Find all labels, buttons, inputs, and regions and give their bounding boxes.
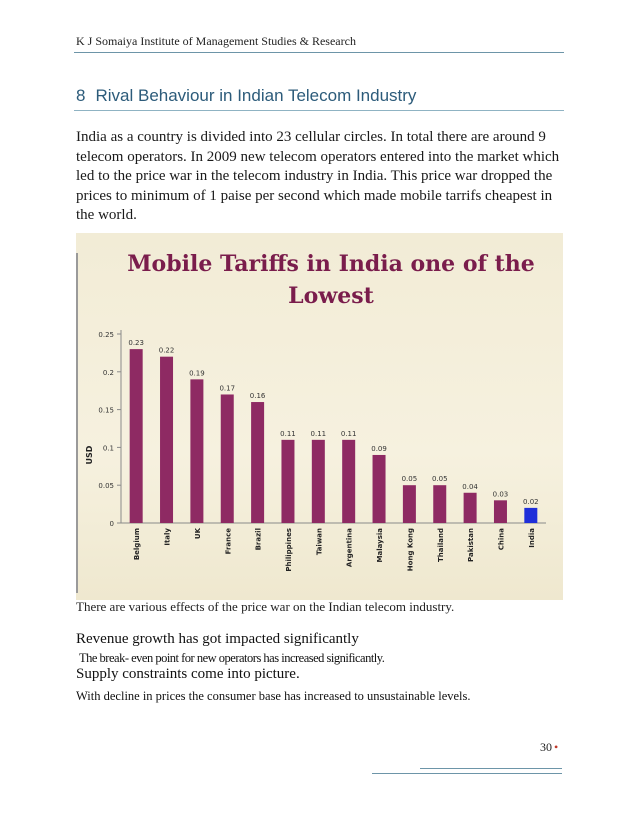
page-number: 30 • [540,740,558,755]
y-axis-label: USD [85,445,94,464]
bar-india [524,507,538,523]
x-tick-label: Brazil [255,528,263,550]
bar-value-label: 0.11 [311,430,327,438]
bar-value-label: 0.11 [280,430,296,438]
footer-rule-bottom [372,773,562,774]
chart-title: Mobile Tariffs in India one of the Lowest [127,251,535,309]
page-number-value: 30 [540,740,552,754]
y-tick-label: 0.25 [98,331,114,339]
bar-uk [190,379,204,523]
chart-title-line-1: Mobile Tariffs in India one of the [127,251,535,277]
chart-edge [76,253,78,593]
bar-taiwan [311,439,325,523]
section-divider [74,110,564,111]
bar-hong-kong [402,485,416,523]
y-tick-label: 0.05 [98,482,114,490]
bar-value-label: 0.09 [371,445,387,453]
x-tick-label: Pakistan [467,528,475,562]
bar-malaysia [372,454,386,523]
footer-rule-top [420,768,562,769]
x-tick-label: India [528,528,536,548]
caption: There are various effects of the price w… [76,599,455,614]
y-tick-label: 0.15 [98,407,114,415]
section-number: 8 [76,86,86,105]
bar-value-label: 0.05 [402,475,418,483]
chart-svg: Mobile Tariffs in India one of the Lowest… [85,251,546,572]
tariff-chart: Mobile Tariffs in India one of the Lowest… [76,233,563,600]
bar-pakistan [463,492,477,523]
x-tick-label: China [497,528,505,551]
bar-value-label: 0.11 [341,430,357,438]
bar-argentina [342,439,356,523]
intro-paragraph: India as a country is divided into 23 ce… [76,129,560,223]
x-tick-label: Italy [164,528,172,546]
x-tick-label: Thailand [437,528,445,562]
y-tick-label: 0.1 [103,444,114,452]
bar-value-label: 0.16 [250,392,266,400]
bar-value-label: 0.02 [523,498,539,506]
bar-value-label: 0.23 [128,339,144,347]
x-tick-label: UK [194,527,202,539]
x-tick-label: France [224,528,232,555]
header-divider [74,52,564,53]
bar-philippines [281,439,295,523]
x-tick-label: Malaysia [376,528,384,563]
effect-1-title: Revenue growth has got impacted signific… [76,631,359,647]
x-tick-label: Argentina [346,528,354,567]
bar-thailand [433,485,447,523]
effect-2-title: Supply constraints come into picture. [76,666,300,682]
page-header: K J Somaiya Institute of Management Stud… [76,34,356,48]
bar-value-label: 0.05 [432,475,448,483]
section-heading: 8 Rival Behaviour in Indian Telecom Indus… [76,86,416,106]
chart-title-line-2: Lowest [288,283,374,309]
x-tick-label: Belgium [133,528,141,560]
bar-value-label: 0.17 [219,384,235,392]
bar-brazil [251,402,265,523]
bar-belgium [129,349,143,523]
page-dot: • [554,740,559,754]
x-tick-label: Philippines [285,528,293,572]
bar-value-label: 0.04 [462,483,478,491]
y-tick-label: 0.2 [103,369,114,377]
effect-2-body: With decline in prices the consumer base… [76,689,471,703]
bar-value-label: 0.19 [189,369,205,377]
x-tick-label: Taiwan [315,528,323,555]
bar-italy [160,356,174,523]
x-tick-label: Hong Kong [406,528,414,571]
effect-1-body: The break- even point for new operators … [79,651,385,665]
bar-china [493,500,507,523]
bar-france [220,394,234,523]
bar-value-label: 0.03 [493,490,509,498]
section-title: Rival Behaviour in Indian Telecom Indust… [95,86,417,105]
bar-value-label: 0.22 [159,347,175,355]
y-tick-label: 0 [110,520,114,528]
